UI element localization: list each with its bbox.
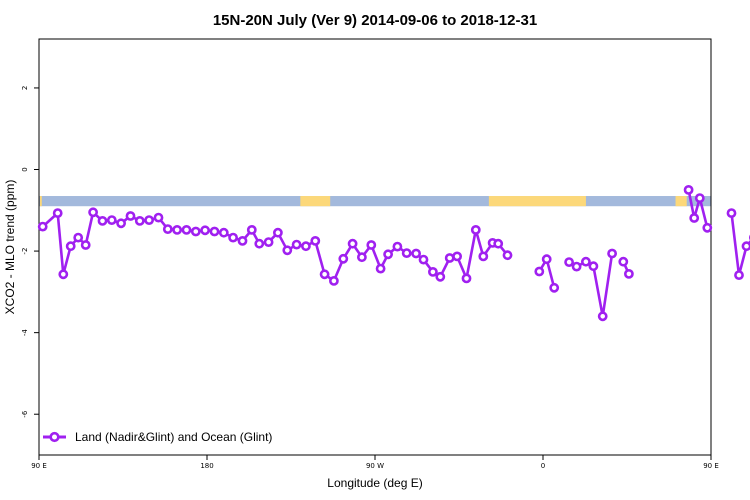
- data-point: [218, 227, 229, 238]
- data-point: [734, 270, 744, 280]
- y-axis-label: XCO2 - MLO trend (ppm): [3, 180, 17, 315]
- data-point: [597, 311, 608, 322]
- data-point: [401, 248, 412, 258]
- data-point: [347, 238, 358, 249]
- data-point: [209, 226, 220, 237]
- data-point: [470, 224, 481, 235]
- data-point: [153, 212, 164, 223]
- data-point: [310, 235, 321, 246]
- data-point: [534, 266, 545, 277]
- data-point: [237, 235, 248, 246]
- data-point: [383, 249, 393, 260]
- data-point: [319, 269, 330, 280]
- data-point: [452, 251, 462, 262]
- data-point: [172, 224, 182, 235]
- data-point: [581, 256, 591, 267]
- data-point: [461, 273, 472, 284]
- data-point: [624, 268, 634, 279]
- data-point: [564, 257, 574, 267]
- data-point: [571, 261, 582, 272]
- y-axis: 2 0 -2 -4 -6: [21, 86, 39, 418]
- x-axis: 90 E 180 90 W 0 90 E: [31, 455, 719, 470]
- data-point: [116, 218, 126, 229]
- data-point: [125, 211, 136, 221]
- legend: Land (Nadir&Glint) and Ocean (Glint): [43, 430, 272, 444]
- ocean-band: [39, 196, 711, 207]
- data-point: [37, 221, 48, 232]
- data-point: [683, 184, 694, 195]
- x-tick-label: 90 E: [31, 462, 47, 470]
- data-point: [181, 224, 192, 235]
- data-point: [435, 271, 446, 282]
- land-region: [488, 196, 586, 207]
- data-point: [144, 215, 154, 225]
- data-point: [411, 248, 421, 259]
- legend-marker: [49, 431, 60, 443]
- data-point: [356, 252, 367, 263]
- x-tick-label: 90 W: [366, 462, 384, 470]
- y-tick-label: 2: [21, 86, 29, 90]
- chart-title: 15N-20N July (Ver 9) 2014-09-06 to 2018-…: [213, 12, 537, 29]
- data-point: [427, 266, 438, 277]
- data-point: [80, 240, 91, 250]
- data-point: [134, 215, 145, 226]
- data-point: [478, 251, 489, 262]
- data-point: [73, 232, 84, 243]
- y-tick-label: -6: [21, 410, 29, 418]
- data-point: [392, 241, 403, 252]
- y-tick-label: -2: [21, 248, 29, 255]
- land-region: [300, 196, 331, 207]
- data-point: [106, 215, 117, 225]
- data-point: [618, 256, 629, 267]
- data-point: [97, 215, 108, 226]
- data-point: [200, 225, 210, 236]
- data-point: [228, 232, 238, 243]
- data-point: [549, 282, 560, 293]
- data-point: [607, 248, 617, 259]
- data-point: [88, 207, 98, 218]
- data-point: [493, 238, 504, 249]
- data-point: [52, 208, 63, 218]
- data-point: [694, 193, 705, 203]
- data-point: [254, 238, 265, 249]
- data-point: [502, 250, 513, 261]
- data-point: [418, 254, 429, 265]
- y-tick-label: -4: [21, 329, 29, 337]
- data-point: [726, 208, 737, 218]
- data-point: [246, 224, 257, 235]
- data-point: [190, 226, 201, 237]
- x-tick-label: 180: [200, 462, 213, 470]
- data-point: [300, 241, 311, 252]
- legend-label: Land (Nadir&Glint) and Ocean (Glint): [75, 430, 272, 444]
- series-layer: [37, 184, 750, 322]
- land-ocean-band: [39, 196, 711, 207]
- series-line: [687, 189, 709, 229]
- x-tick-label: 0: [541, 462, 545, 470]
- data-point: [328, 275, 339, 286]
- y-tick-label: 0: [21, 167, 29, 171]
- data-point: [541, 254, 552, 265]
- data-point: [444, 253, 455, 263]
- x-tick-label: 90 E: [703, 462, 719, 470]
- data-point: [741, 241, 750, 252]
- data-point: [588, 261, 599, 272]
- data-point: [689, 213, 700, 223]
- data-point: [366, 240, 377, 250]
- land-region: [39, 196, 42, 207]
- data-point: [263, 237, 274, 247]
- data-point: [58, 269, 69, 280]
- data-point: [65, 241, 76, 252]
- x-axis-label: Longitude (deg E): [327, 476, 422, 490]
- data-point: [702, 222, 713, 233]
- data-point: [291, 239, 302, 250]
- data-point: [338, 253, 349, 264]
- data-point: [272, 227, 283, 238]
- data-point: [375, 263, 386, 274]
- data-point: [162, 224, 173, 234]
- data-point: [282, 245, 293, 256]
- land-region: [675, 196, 687, 207]
